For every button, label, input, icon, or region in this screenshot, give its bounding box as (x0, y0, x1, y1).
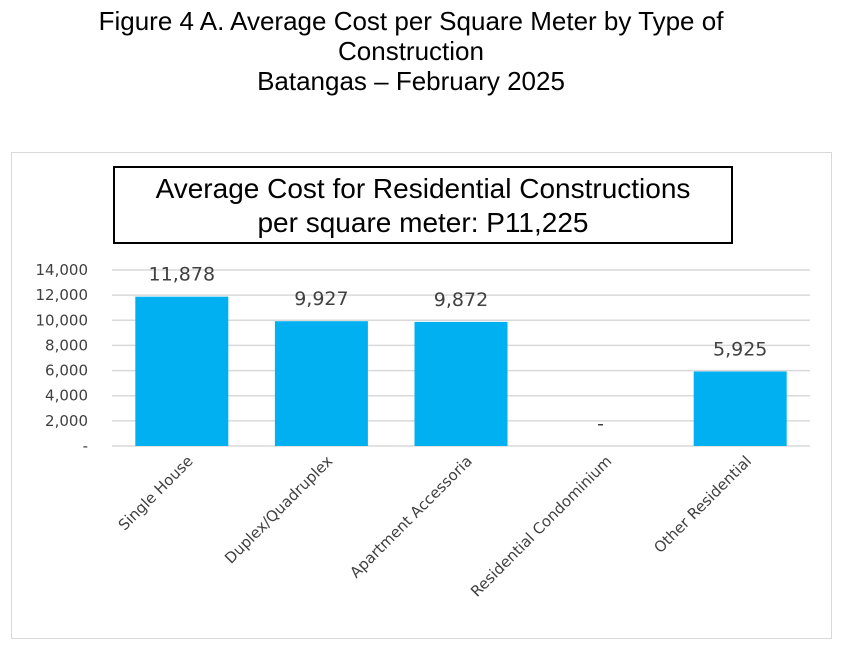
callout-line2: per square meter: P11,225 (257, 207, 589, 238)
bar (414, 321, 508, 446)
figure-title: Figure 4 A. Average Cost per Square Mete… (0, 6, 822, 96)
y-tick-label: 2,000 (45, 412, 88, 430)
y-axis-tick-labels: - 2,000 4,000 6,000 8,000 10,000 12,000 14,000 (36, 261, 89, 455)
y-tick-label: - (83, 437, 88, 455)
x-tick-label: Duplex/Quadruplex (221, 452, 336, 567)
y-tick-label: 14,000 (36, 261, 89, 279)
data-labels: 11,878 9,927 9,872 - 5,925 (149, 264, 768, 435)
x-tick-label: Residential Condominium (467, 452, 615, 600)
data-label: 5,925 (713, 339, 767, 361)
average-cost-callout: Average Cost for Residential Constructio… (113, 166, 733, 244)
y-tick-label: 8,000 (45, 336, 88, 354)
x-tick-label: Apartment Accessoria (346, 452, 475, 581)
bar (693, 371, 787, 446)
data-label: 11,878 (149, 264, 215, 286)
y-tick-label: 6,000 (45, 362, 88, 380)
y-tick-label: 12,000 (36, 286, 89, 304)
x-tick-label: Single House (115, 452, 197, 534)
chart-frame (11, 152, 832, 639)
data-label: 9,872 (434, 289, 488, 311)
bars (135, 296, 787, 446)
figure-title-line1: Figure 4 A. Average Cost per Square Mete… (98, 6, 724, 36)
y-tick-label: 4,000 (45, 387, 88, 405)
callout-line1: Average Cost for Residential Constructio… (155, 173, 691, 204)
figure-title-line2: Construction (338, 36, 484, 66)
figure-title-line3: Batangas – February 2025 (257, 66, 565, 96)
bar (274, 321, 368, 446)
bar (135, 296, 229, 446)
data-label: - (597, 413, 604, 435)
data-label: 9,927 (294, 288, 348, 310)
x-tick-label: Other Residential (650, 452, 755, 557)
y-tick-label: 10,000 (36, 311, 89, 329)
x-axis-tick-labels: Single House Duplex/Quadruplex Apartment A… (115, 452, 755, 600)
